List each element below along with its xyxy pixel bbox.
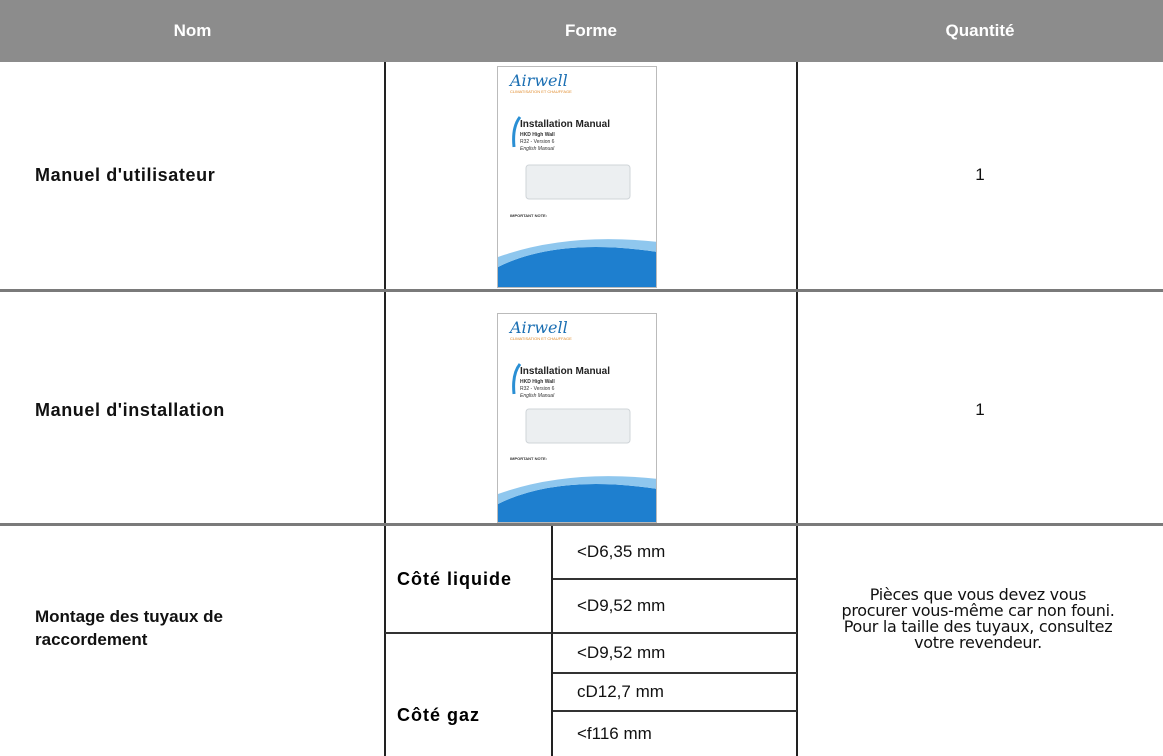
cover-art — [498, 116, 656, 287]
group-side: Côté liquide — [397, 568, 512, 589]
column-line — [384, 62, 386, 756]
quantity: 1 — [975, 400, 985, 419]
column-line — [796, 62, 798, 756]
row-name: Manuel d'utilisateur — [35, 165, 216, 185]
cover-model: HKD High Wall — [520, 132, 555, 138]
header-cell: Nom — [0, 0, 385, 62]
cover-model: HKD High Wall — [520, 379, 555, 385]
cover-language: English Manual — [520, 146, 555, 152]
quantity: 1 — [975, 165, 985, 184]
header-cell: Quantité — [797, 0, 1163, 62]
row-name: Manuel d'installation — [35, 400, 225, 420]
cover-title: Installation Manual — [520, 366, 611, 377]
group-side-cell: Côté gaz — [385, 634, 553, 756]
cover-note: IMPORTANT NOTE: — [510, 456, 548, 461]
group-side: Côté gaz — [397, 704, 481, 725]
size-cell: <D9,52 mm — [553, 580, 797, 634]
size-cell: <f116 mm — [577, 724, 652, 743]
cover-brand: Airwell — [510, 318, 568, 337]
size-cell: cD12,7 mm — [553, 674, 797, 712]
cover-language: English Manual — [520, 393, 555, 399]
row-name: Montage des tuyaux de raccordement — [35, 607, 223, 649]
manual-cover: Airwell CLIMATISATION ET CHAUFFAGE Insta… — [497, 313, 657, 523]
size-cell: <D9,52 mm — [553, 634, 797, 674]
cover-brand: Airwell — [510, 71, 568, 90]
cover-art — [498, 363, 656, 522]
size-cell: <D6,35 mm — [553, 526, 797, 580]
manual-cover: Airwell CLIMATISATION ET CHAUFFAGE Insta… — [497, 66, 657, 288]
cover-tagline: CLIMATISATION ET CHAUFFAGE — [510, 336, 572, 341]
cover-version: R32 - Version 6 — [520, 139, 555, 145]
cover-tagline: CLIMATISATION ET CHAUFFAGE — [510, 89, 572, 94]
cover-version: R32 - Version 6 — [520, 386, 555, 392]
quantity-note: Pièces que vous devez vous procurer vous… — [841, 585, 1115, 652]
cover-title: Installation Manual — [520, 119, 611, 130]
row-separator — [0, 523, 1163, 526]
row-separator — [0, 289, 1163, 292]
cover-note: IMPORTANT NOTE: — [510, 213, 548, 218]
header-cell: Forme — [385, 0, 797, 62]
group-side-cell: Côté liquide — [385, 526, 553, 634]
